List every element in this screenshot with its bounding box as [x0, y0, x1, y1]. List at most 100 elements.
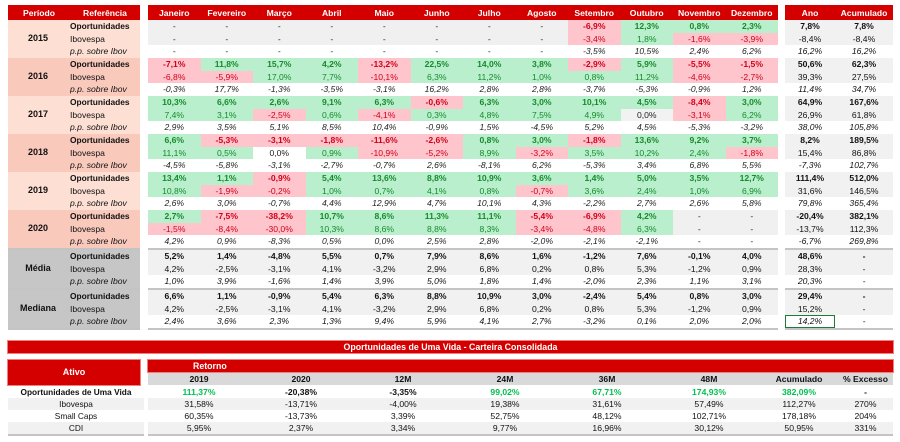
value-cell: -0,7%: [253, 197, 306, 210]
column-header-5: 48M: [700, 374, 718, 384]
value-cell: -: [305, 20, 358, 33]
value-cell: 4,1%: [305, 262, 358, 275]
value-cell: 2,6%: [253, 96, 306, 109]
totals-row: -8,4% -8,4%: [785, 32, 893, 45]
selected-cell[interactable]: 14,2%: [785, 315, 835, 328]
totals-row: -7,3% 102,7%: [785, 159, 893, 172]
value-cell: 1,4%: [200, 250, 253, 263]
value-cell: -3,1%: [253, 134, 306, 147]
month-header-7: Agosto: [526, 7, 557, 18]
asset-name: Small Caps: [8, 410, 144, 422]
reference-label: Oportunidades: [70, 211, 130, 221]
value-cell: 0,8%: [568, 262, 621, 275]
summary-cell: -13,71%: [284, 399, 317, 409]
value-cell: 10,9%: [463, 172, 516, 185]
value-cell: -0,1%: [673, 250, 726, 263]
accumulated-cell: 269,8%: [835, 235, 893, 248]
accumulated-cell: 27,5%: [835, 70, 893, 83]
value-cell: -5,8%: [200, 159, 253, 172]
value-cell: 2,5%: [410, 235, 463, 248]
value-cell: -1,5%: [725, 58, 778, 71]
value-cell: -0,7%: [515, 184, 568, 197]
value-cell: -1,9%: [200, 184, 253, 197]
accumulated-cell: 146,5%: [835, 184, 893, 197]
value-cell: -2,2%: [568, 197, 621, 210]
value-cell: 4,5%: [620, 121, 673, 134]
value-cell: 8,6%: [358, 222, 411, 235]
value-cell: 1,1%: [200, 290, 253, 303]
period-header: Período: [23, 7, 55, 18]
period-block-2016: 2016 Oportunidades Ibovespa p.p. sobre Ibov: [8, 58, 140, 98]
value-cell: 2,9%: [148, 121, 201, 134]
value-cell: 5,5%: [725, 159, 778, 172]
value-cell: -1,5%: [148, 222, 201, 235]
year-cell: -6,7%: [785, 235, 835, 248]
month-values-block: - - - - - - - - -6,9% 12,3% 0,8% 2,3% - - - - - - - - -3,4% 1…: [148, 20, 778, 60]
period-label: 2020: [27, 223, 49, 233]
value-cell: -0,9%: [410, 121, 463, 134]
column-header-7: % Excesso: [843, 374, 888, 384]
table-row: -6,8% -5,9% 17,0% 7,7% -10,1% 6,3% 11,2% 1,0% 0,…: [148, 70, 778, 83]
asset-name: CDI: [8, 422, 144, 436]
value-cell: 11,1%: [148, 146, 201, 159]
table-row: -0,3% 17,7% -1,3% -3,5% -3,1% 16,2% 2,8% 2,8% -3…: [148, 83, 778, 96]
accumulated-cell: 105,8%: [835, 121, 893, 134]
summary-cell: -4,00%: [389, 399, 417, 409]
column-header-4: 36M: [598, 374, 616, 384]
value-cell: 22,5%: [410, 58, 463, 71]
value-cell: 7,7%: [305, 70, 358, 83]
value-cell: 3,9%: [200, 275, 253, 288]
value-cell: 6,2%: [725, 45, 778, 58]
period-block-Mediana: Mediana Oportunidades Ibovespa p.p. sobre I…: [8, 290, 140, 330]
value-cell: -: [358, 45, 411, 58]
summary-cell: 57,49%: [694, 399, 724, 409]
accumulated-cell: -: [835, 250, 893, 263]
summary-cell: 270%: [854, 399, 877, 409]
accumulated-cell: 34,7%: [835, 83, 893, 96]
value-cell: -7,1%: [148, 58, 201, 71]
value-cell: 0,8%: [463, 184, 516, 197]
value-cell: -11,6%: [358, 134, 411, 147]
totals-row: 11,4% 34,7%: [785, 83, 893, 96]
value-cell: -1,2%: [673, 262, 726, 275]
totals-block: 50,6% 62,3% 39,3% 27,5% 11,4% 34,7%: [785, 58, 893, 98]
table-row: 2,4% 3,6% 2,3% 1,3% 9,4% 5,9% 4,1% 2,7% -3,2% 0,1…: [148, 315, 778, 328]
value-cell: 0,0%: [358, 235, 411, 248]
value-cell: 4,2%: [148, 235, 201, 248]
value-cell: -: [358, 20, 411, 33]
value-cell: 6,3%: [358, 290, 411, 303]
value-cell: -5,3%: [620, 83, 673, 96]
table-row: 2,9% 3,5% 5,1% 8,5% 10,4% -0,9% 1,5% -4,5% 5,2% 4…: [148, 121, 778, 134]
summary-row: 60,35% -13,73% 3,39% 52,75% 48,12% 102,71% 178…: [148, 410, 893, 422]
value-cell: 2,0%: [673, 315, 726, 328]
month-header-4: Maio: [374, 7, 395, 18]
year-cell: 29,4%: [785, 290, 835, 303]
value-cell: 1,8%: [620, 32, 673, 45]
table-row: 10,8% -1,9% -0,2% 1,0% 0,7% 4,1% 0,8% -0,7% 3,6%…: [148, 184, 778, 197]
value-cell: -38,2%: [253, 210, 306, 223]
year-cell: 50,6%: [785, 58, 835, 71]
totals-row: 29,4% -: [785, 290, 893, 303]
value-cell: 8,9%: [463, 146, 516, 159]
summary-cell: -20,38%: [284, 387, 317, 397]
accumulated-cell: -: [835, 262, 893, 275]
period-block-2015: 2015 Oportunidades Ibovespa p.p. sobre Ibov: [8, 20, 140, 60]
reference-label: Ibovespa: [70, 147, 105, 158]
value-cell: 0,6%: [305, 108, 358, 121]
year-cell: 39,3%: [785, 70, 835, 83]
month-values-block: 6,6% 1,1% -0,9% 5,4% 6,3% 8,8% 10,9% 3,0% -2,4% 5…: [148, 290, 778, 330]
table-row: 10,3% 6,6% 2,6% 9,1% 6,3% -0,6% 6,3% 3,0% 10,1% 4…: [148, 96, 778, 109]
value-cell: 1,4%: [305, 275, 358, 288]
value-cell: -30,0%: [253, 222, 306, 235]
value-cell: -0,9%: [673, 83, 726, 96]
totals-block: 7,8% 7,8% -8,4% -8,4% 16,2% 16,2%: [785, 20, 893, 60]
reference-label: Ibovespa: [70, 33, 105, 44]
value-cell: -6,8%: [148, 70, 201, 83]
value-cell: 1,0%: [148, 275, 201, 288]
value-cell: -8,4%: [200, 222, 253, 235]
year-cell: 8,2%: [785, 134, 835, 147]
value-cell: -1,2%: [673, 302, 726, 315]
value-cell: 5,8%: [725, 197, 778, 210]
totals-row: 26,9% 61,8%: [785, 108, 893, 121]
totals-row: 39,3% 27,5%: [785, 70, 893, 83]
